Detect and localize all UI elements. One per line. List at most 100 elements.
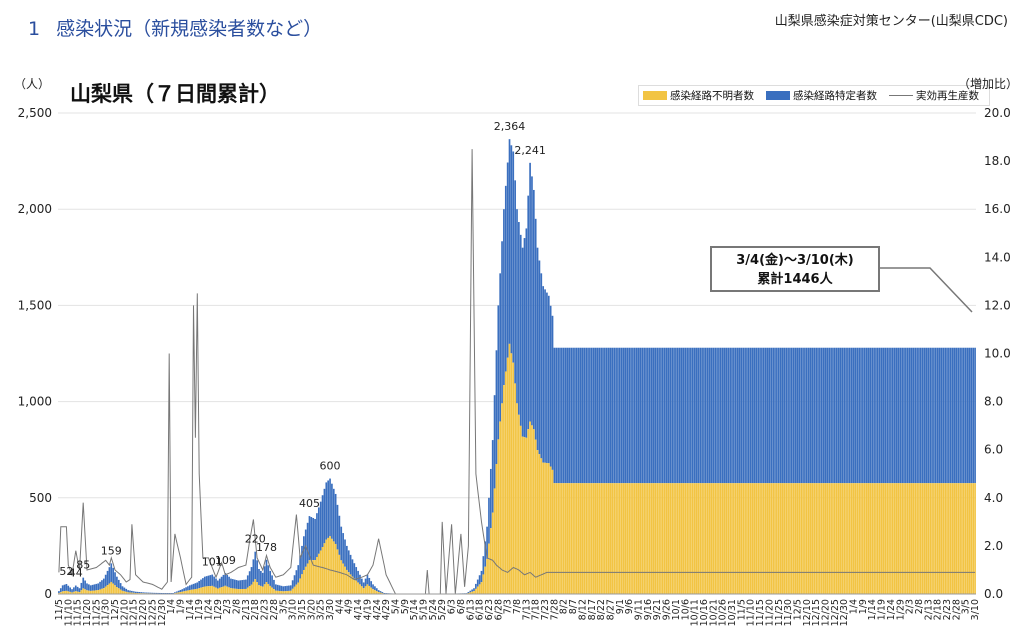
bar-unknown <box>319 550 322 594</box>
bar-unknown <box>873 483 875 594</box>
bar-unknown <box>850 483 853 594</box>
bar-known <box>691 347 694 484</box>
bar-unknown <box>863 483 866 594</box>
x-tick-label: 8/22 <box>596 599 607 620</box>
bar-known <box>751 347 754 484</box>
bar-unknown <box>826 483 829 594</box>
bar-known <box>331 483 333 539</box>
bar-known <box>785 347 788 484</box>
bar-known <box>961 347 963 484</box>
bar-known <box>484 541 487 567</box>
bar-known <box>65 583 68 591</box>
bar-known <box>228 576 230 588</box>
left-tick-label: 2,500 <box>18 106 52 120</box>
bar-unknown <box>73 591 75 594</box>
bar-known <box>968 347 971 484</box>
bar-unknown <box>521 436 524 594</box>
bar-known <box>74 585 77 592</box>
bar-known <box>963 347 965 484</box>
bar-unknown <box>970 483 973 594</box>
bar-unknown <box>839 483 842 594</box>
bar-known <box>207 575 210 587</box>
bar-unknown <box>263 584 266 594</box>
bar-known <box>897 347 900 484</box>
bar-unknown <box>125 591 128 594</box>
rt-series <box>58 149 976 595</box>
bar-known <box>540 273 543 459</box>
bar-known <box>138 591 141 594</box>
bar-unknown <box>630 483 632 594</box>
data-label: 178 <box>256 541 277 554</box>
bar-known <box>102 578 105 589</box>
bar-unknown <box>338 554 341 594</box>
bar-known <box>891 347 894 484</box>
bar-known <box>362 582 365 589</box>
bar-known <box>104 574 107 587</box>
bar-unknown <box>749 483 752 594</box>
bar-known <box>134 591 137 593</box>
bar-unknown <box>725 483 728 594</box>
bar-known <box>658 347 660 484</box>
bar-known <box>544 289 546 463</box>
bar-unknown <box>310 560 313 594</box>
bar-unknown <box>617 483 619 594</box>
bar-unknown <box>847 483 849 594</box>
bar-known <box>925 347 928 484</box>
bar-unknown <box>248 586 251 594</box>
bar-known <box>155 592 157 594</box>
bar-unknown <box>531 425 533 594</box>
bar-known <box>108 567 111 584</box>
bar-unknown <box>905 483 907 594</box>
bar-unknown <box>622 483 625 594</box>
x-tick-label: 11/30 <box>101 599 112 626</box>
bar-unknown <box>574 483 576 594</box>
bar-unknown <box>712 483 715 594</box>
bar-known <box>230 578 232 589</box>
bar-unknown <box>645 483 647 594</box>
bar-known <box>589 347 591 484</box>
x-tick-label: 12/15 <box>129 599 140 626</box>
bar-known <box>675 347 677 484</box>
bar-known <box>205 576 208 587</box>
bar-unknown <box>856 483 859 594</box>
x-tick-label: 12/20 <box>138 599 149 626</box>
bar-unknown <box>792 483 795 594</box>
bar-unknown <box>708 483 711 594</box>
x-tick-label: 11/15 <box>73 599 84 626</box>
bar-unknown <box>284 591 287 594</box>
x-tick-label: 8/17 <box>587 599 598 620</box>
bar-known <box>559 347 561 484</box>
data-label: 109 <box>215 554 236 567</box>
bar-known <box>131 590 133 593</box>
bar-known <box>482 556 485 575</box>
bar-known <box>542 286 545 463</box>
bar-unknown <box>830 483 832 594</box>
bar-known <box>804 347 806 484</box>
bar-known <box>489 468 492 529</box>
x-tick-label: 10/6 <box>680 599 691 620</box>
bar-known <box>323 488 326 544</box>
bar-known <box>293 575 296 587</box>
bar-unknown <box>936 483 939 594</box>
bar-known <box>218 578 221 588</box>
bar-unknown <box>114 585 116 594</box>
bar-known <box>617 347 619 484</box>
bar-unknown <box>718 483 720 594</box>
bar-unknown <box>355 580 358 594</box>
x-tick-label: 12/5 <box>110 599 121 620</box>
bar-known <box>590 347 593 484</box>
bar-known <box>245 579 247 589</box>
x-tick-label: 9/1 <box>615 599 626 614</box>
bar-unknown <box>349 574 352 594</box>
bar-unknown <box>187 590 189 594</box>
bar-unknown <box>276 590 279 594</box>
chart-legend: 感染経路不明者数 感染経路特定者数 実効再生産数 <box>638 85 990 106</box>
bar-unknown <box>102 588 105 594</box>
x-tick-label: 7/13 <box>521 599 532 620</box>
bar-known <box>783 347 786 484</box>
bar-unknown <box>104 586 107 594</box>
x-tick-label: 8/2 <box>559 599 570 614</box>
bar-known <box>478 575 481 585</box>
bar-unknown <box>761 483 763 594</box>
bar-known <box>777 347 780 484</box>
